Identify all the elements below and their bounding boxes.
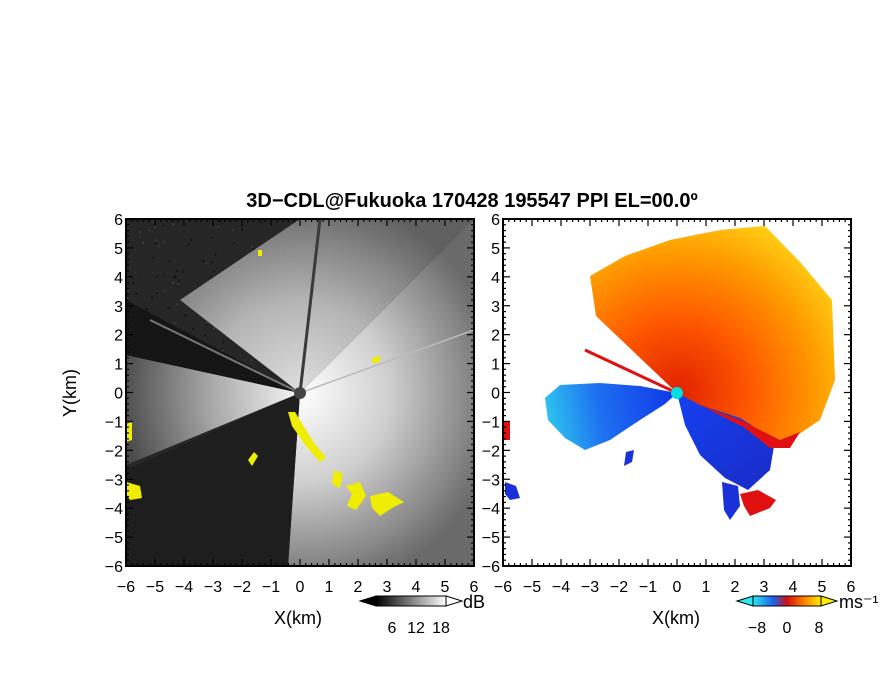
y-tick-label: 5: [491, 241, 500, 258]
figure-title: 3D−CDL@Fukuoka 170428 195547 PPI EL=00.0…: [246, 190, 698, 212]
x-tick-label: −5: [523, 579, 541, 596]
reflectivity-ray: [298, 219, 322, 394]
y-tick-label: 2: [491, 328, 500, 345]
x-tick-label: −1: [639, 579, 657, 596]
colorbar-tick-label: 8: [815, 620, 824, 637]
y-tick-label: 4: [114, 270, 123, 287]
y-tick-label: −4: [105, 501, 123, 518]
velocity-echo: [505, 482, 520, 500]
colorbar-tick-label: 12: [407, 620, 425, 637]
x-tick-label: 4: [412, 579, 421, 596]
x-tick-label: 0: [673, 579, 682, 596]
y-tick-label: −5: [105, 530, 123, 547]
colorbar-tick-label: 18: [432, 620, 450, 637]
x-tick-label: 5: [818, 579, 827, 596]
reflectivity-sector-northeast: [180, 219, 474, 393]
colorbar-tick-label: 6: [388, 620, 397, 637]
x-tick-label: 0: [296, 579, 305, 596]
y-tick-label: −3: [482, 472, 500, 489]
x-tick-label: 4: [789, 579, 798, 596]
y-tick-label: −6: [105, 559, 123, 576]
velocity-echo: [503, 422, 510, 440]
reflectivity-colorbar: dB 6 12 18: [358, 592, 485, 637]
reflectivity-ray: [149, 319, 301, 394]
y-tick-label: 6: [114, 212, 123, 229]
x-tick-label: −5: [146, 579, 164, 596]
reflectivity-ticks: −6 −5 −4 −3 −2 −1 0 1 2 3 4 5 6 −6 −5 −4 −3 −2 −1 0 1 2 3 4 5 6: [105, 212, 479, 596]
x-tick-label: −6: [117, 579, 135, 596]
y-tick-label: 3: [114, 299, 123, 316]
y-tick-label: 1: [491, 357, 500, 374]
colorbar-bar: [752, 595, 822, 607]
colorbar-tick-label: −8: [748, 620, 766, 637]
y-tick-label: −1: [482, 414, 500, 431]
x-tick-label: 2: [354, 579, 363, 596]
velocity-region-receding: [590, 226, 835, 450]
velocity-panel: −6 −5 −4 −3 −2 −1 0 1 2 3 4 5 6 −6 −5 −4 −3 −2 −1 0 1 2 3 4 5 6 X…: [482, 212, 879, 637]
x-tick-label: 6: [470, 579, 479, 596]
y-tick-label: 5: [114, 241, 123, 258]
reflectivity-ylabel: Y(km): [60, 369, 80, 417]
y-tick-label: 1: [114, 357, 123, 374]
low-signal-mask: [126, 250, 404, 516]
colorbar-unit: dB: [463, 592, 485, 612]
reflectivity-shadow-sw: [126, 393, 300, 566]
radar-site-marker: [671, 387, 683, 399]
reflectivity-shadow-nw: [126, 300, 300, 393]
x-tick-label: −1: [262, 579, 280, 596]
x-tick-label: −6: [494, 579, 512, 596]
y-tick-label: −2: [105, 443, 123, 460]
x-tick-label: −4: [175, 579, 193, 596]
velocity-ray: [584, 348, 678, 395]
velocity-echo: [740, 490, 776, 516]
y-tick-label: −5: [482, 530, 500, 547]
colorbar-high-arrow: [820, 595, 839, 607]
velocity-echo: [722, 482, 740, 520]
x-tick-label: 3: [383, 579, 392, 596]
reflectivity-ray: [299, 329, 474, 394]
velocity-region-red-edge: [700, 405, 800, 448]
colorbar-tick-label: 0: [783, 620, 792, 637]
velocity-echo: [624, 450, 634, 466]
y-tick-label: 3: [491, 299, 500, 316]
velocity-region-approaching-south: [677, 393, 775, 490]
y-tick-label: −2: [482, 443, 500, 460]
colorbar-bar: [375, 595, 447, 607]
y-tick-label: 6: [491, 212, 500, 229]
reflectivity-xlabel: X(km): [274, 608, 322, 628]
x-tick-label: −3: [581, 579, 599, 596]
x-tick-label: 1: [325, 579, 334, 596]
y-tick-label: 4: [491, 270, 500, 287]
y-tick-label: −6: [482, 559, 500, 576]
x-tick-label: −4: [552, 579, 570, 596]
colorbar-unit: ms⁻¹: [839, 592, 879, 612]
x-tick-label: −2: [233, 579, 251, 596]
colorbar-low-arrow: [735, 595, 754, 607]
y-tick-label: −1: [105, 414, 123, 431]
x-tick-label: 5: [441, 579, 450, 596]
velocity-ticks: −6 −5 −4 −3 −2 −1 0 1 2 3 4 5 6 −6 −5 −4 −3 −2 −1 0 1 2 3 4 5 6: [482, 212, 856, 596]
x-tick-label: 1: [702, 579, 711, 596]
reflectivity-sector-west: [126, 355, 300, 465]
y-tick-label: 2: [114, 328, 123, 345]
y-tick-label: 0: [491, 386, 500, 403]
velocity-colorbar: ms⁻¹ −8 0 8: [735, 592, 879, 637]
x-tick-label: 6: [847, 579, 856, 596]
velocity-region-approaching-west: [545, 383, 677, 450]
colorbar-low-arrow: [358, 595, 377, 607]
x-tick-label: 2: [731, 579, 740, 596]
y-tick-label: 0: [114, 386, 123, 403]
radar-site-marker: [294, 387, 306, 399]
y-tick-label: −4: [482, 501, 500, 518]
colorbar-high-arrow: [445, 595, 464, 607]
y-tick-label: −3: [105, 472, 123, 489]
x-tick-label: 3: [760, 579, 769, 596]
x-tick-label: −2: [610, 579, 628, 596]
velocity-xlabel: X(km): [652, 608, 700, 628]
x-tick-label: −3: [204, 579, 222, 596]
